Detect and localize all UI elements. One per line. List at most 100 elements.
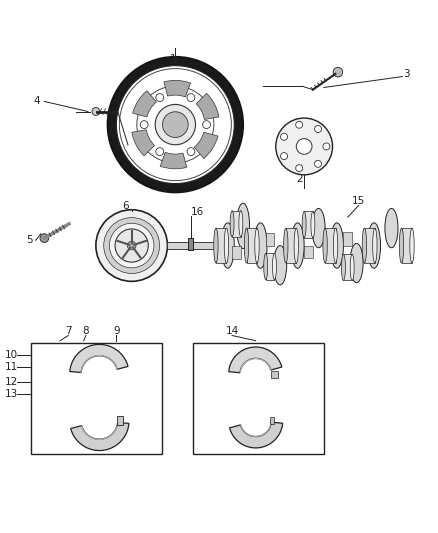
Wedge shape: [160, 152, 187, 169]
Wedge shape: [129, 72, 139, 84]
Text: 3: 3: [403, 69, 410, 79]
Wedge shape: [111, 100, 123, 108]
Text: 14: 14: [226, 326, 239, 336]
Circle shape: [203, 120, 210, 128]
Text: 2: 2: [297, 174, 303, 184]
Circle shape: [187, 148, 195, 156]
Ellipse shape: [214, 228, 218, 263]
Wedge shape: [132, 168, 142, 180]
Circle shape: [96, 210, 167, 281]
Circle shape: [296, 165, 303, 172]
Bar: [325, 228, 336, 263]
Text: 6: 6: [122, 201, 128, 211]
Wedge shape: [175, 57, 180, 68]
Bar: [286, 228, 296, 263]
Wedge shape: [179, 181, 184, 192]
Ellipse shape: [294, 228, 298, 263]
Ellipse shape: [264, 253, 268, 280]
Ellipse shape: [284, 228, 288, 263]
Wedge shape: [113, 146, 124, 154]
Wedge shape: [189, 59, 196, 70]
Ellipse shape: [291, 223, 304, 268]
Wedge shape: [182, 58, 188, 69]
Wedge shape: [108, 125, 119, 130]
Text: 10: 10: [5, 350, 18, 360]
Ellipse shape: [302, 212, 306, 238]
Circle shape: [117, 66, 234, 183]
Ellipse shape: [410, 228, 414, 263]
Wedge shape: [109, 108, 120, 114]
Circle shape: [187, 94, 195, 101]
Polygon shape: [240, 422, 272, 437]
Ellipse shape: [373, 228, 377, 263]
Wedge shape: [123, 78, 134, 88]
Wedge shape: [171, 181, 176, 192]
Bar: [247, 228, 257, 263]
Polygon shape: [343, 232, 352, 246]
Bar: [193, 343, 324, 454]
Ellipse shape: [330, 223, 343, 268]
Circle shape: [314, 126, 321, 133]
Ellipse shape: [274, 246, 287, 285]
Ellipse shape: [239, 211, 243, 237]
Circle shape: [115, 229, 148, 262]
Wedge shape: [228, 142, 240, 150]
Polygon shape: [80, 355, 118, 373]
Wedge shape: [194, 132, 218, 158]
Bar: [343, 254, 352, 280]
Ellipse shape: [362, 228, 367, 263]
Bar: [270, 417, 275, 424]
Polygon shape: [229, 347, 282, 373]
Wedge shape: [186, 180, 193, 191]
Wedge shape: [223, 88, 235, 97]
Wedge shape: [120, 158, 132, 168]
Wedge shape: [147, 176, 155, 188]
Wedge shape: [118, 85, 129, 94]
Text: 7: 7: [65, 326, 72, 336]
Wedge shape: [225, 149, 237, 157]
Wedge shape: [108, 132, 120, 138]
Wedge shape: [110, 139, 121, 146]
Wedge shape: [162, 180, 169, 192]
Text: 8: 8: [82, 326, 89, 336]
Circle shape: [108, 57, 243, 192]
Ellipse shape: [333, 228, 338, 263]
Ellipse shape: [224, 228, 229, 263]
Wedge shape: [230, 135, 242, 141]
Text: 1: 1: [170, 54, 177, 64]
Text: 13: 13: [5, 389, 18, 399]
Circle shape: [281, 133, 288, 140]
Wedge shape: [196, 93, 219, 119]
Circle shape: [92, 108, 100, 116]
Wedge shape: [199, 174, 208, 186]
Polygon shape: [70, 344, 128, 373]
Circle shape: [162, 112, 188, 138]
Bar: [271, 370, 278, 377]
Ellipse shape: [350, 244, 363, 282]
Wedge shape: [196, 61, 204, 73]
Ellipse shape: [255, 228, 259, 263]
Ellipse shape: [230, 211, 234, 237]
Circle shape: [156, 148, 164, 156]
Polygon shape: [304, 246, 313, 258]
Ellipse shape: [385, 208, 398, 248]
Bar: [216, 228, 226, 263]
Text: 11: 11: [5, 362, 18, 372]
Wedge shape: [217, 160, 228, 171]
Circle shape: [156, 94, 164, 101]
Bar: [188, 238, 193, 250]
Polygon shape: [240, 358, 271, 373]
Circle shape: [110, 223, 154, 268]
Wedge shape: [193, 177, 201, 189]
Wedge shape: [116, 152, 127, 161]
Polygon shape: [230, 422, 283, 448]
Bar: [304, 212, 313, 238]
Bar: [364, 228, 375, 263]
Ellipse shape: [221, 223, 234, 268]
Bar: [167, 243, 219, 248]
Polygon shape: [71, 423, 129, 450]
Wedge shape: [126, 164, 137, 174]
Ellipse shape: [254, 223, 267, 268]
Wedge shape: [114, 92, 126, 101]
Circle shape: [314, 160, 321, 167]
